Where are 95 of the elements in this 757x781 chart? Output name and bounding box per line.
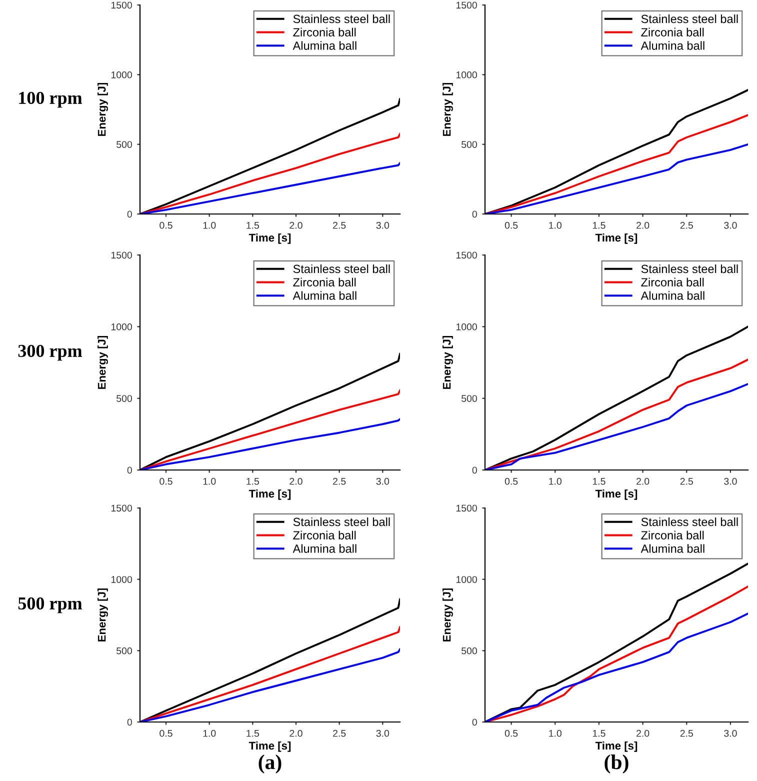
legend-label: Alumina ball (292, 544, 356, 553)
y-tick-label: 1500 (456, 2, 477, 9)
legend-label: Alumina ball (640, 41, 704, 50)
x-tick-label: 1.0 (203, 478, 216, 485)
x-axis-title: Time [s] (595, 489, 638, 500)
legend-label: Zirconia ball (641, 28, 704, 36)
text: 500 rpm (18, 597, 82, 614)
y-axis-title: Energy [J] (98, 82, 108, 136)
y-tick-label: 1000 (111, 71, 132, 78)
x-tick-label: 2.5 (333, 478, 346, 485)
legend-label: Stainless steel ball (293, 264, 390, 274)
y-axis-title: Energy [J] (442, 588, 453, 642)
y-axis-title: Energy [J] (98, 588, 108, 642)
x-tick-label: 3.0 (376, 730, 390, 737)
x-axis-title: Time [s] (248, 233, 291, 244)
x-tick-label: 1.5 (246, 478, 260, 485)
y-tick-label: 500 (116, 141, 132, 148)
x-axis-title: Time [s] (248, 489, 291, 500)
legend-label: Alumina ball (640, 544, 704, 553)
x-tick-label: 1.5 (592, 222, 606, 229)
x-tick-label: 1.0 (203, 222, 216, 229)
x-tick-label: 2.5 (333, 222, 346, 229)
x-tick-label: 1.5 (592, 478, 606, 485)
x-tick-label: 2.5 (680, 478, 693, 485)
x-tick-label: 3.0 (376, 478, 390, 485)
y-tick-label: 0 (472, 718, 477, 726)
y-tick-label: 1000 (111, 323, 132, 330)
legend-label: Zirconia ball (293, 278, 356, 286)
y-tick-label: 1000 (111, 576, 132, 583)
y-axis-title: Energy [J] (442, 82, 453, 136)
y-tick-label: 1500 (456, 252, 477, 259)
x-tick-label: 3.0 (724, 730, 737, 737)
y-tick-label: 1000 (456, 71, 477, 78)
x-tick-label: 1.0 (203, 730, 216, 737)
x-tick-label: 2.0 (636, 478, 650, 485)
y-tick-label: 500 (462, 395, 477, 402)
x-axis-title: Time [s] (595, 741, 638, 752)
x-tick-label: 2.0 (290, 478, 302, 485)
x-tick-label: 3.0 (376, 222, 390, 229)
y-tick-label: 0 (127, 718, 132, 726)
y-tick-label: 1500 (111, 2, 132, 9)
x-tick-label: 1.5 (246, 222, 260, 229)
legend-label: Stainless steel ball (641, 517, 738, 526)
x-tick-label: 0.5 (504, 478, 518, 485)
y-tick-label: 1500 (111, 252, 132, 259)
legend-label: Stainless steel ball (293, 517, 390, 526)
legend-label: Zirconia ball (641, 278, 704, 286)
y-tick-label: 0 (472, 466, 477, 474)
y-tick-label: 500 (116, 647, 132, 654)
x-tick-label: 2.0 (636, 222, 650, 229)
x-tick-label: 2.0 (290, 222, 302, 229)
text: 300 rpm (18, 344, 82, 361)
x-tick-label: 0.5 (504, 730, 518, 737)
legend-label: Zirconia ball (293, 28, 356, 36)
x-tick-label: 0.5 (160, 222, 172, 229)
x-tick-label: 2.5 (680, 222, 693, 229)
legend-label: Alumina ball (640, 291, 704, 300)
legend-label: Stainless steel ball (641, 14, 738, 24)
x-tick-label: 2.5 (680, 730, 693, 737)
text: (b) (604, 754, 628, 774)
y-axis-title: Energy [J] (98, 336, 108, 389)
y-tick-label: 1500 (456, 504, 477, 512)
y-tick-label: 0 (472, 210, 477, 218)
y-tick-label: 0 (127, 210, 132, 218)
x-tick-label: 1.5 (592, 730, 606, 737)
x-tick-label: 1.0 (549, 222, 562, 229)
y-tick-label: 500 (462, 141, 477, 148)
x-tick-label: 2.5 (333, 730, 346, 737)
legend-label: Zirconia ball (641, 530, 704, 540)
text: 100 rpm (19, 92, 82, 108)
y-axis-title: Energy [J] (442, 336, 453, 389)
text: (a) (258, 754, 282, 774)
x-tick-label: 1.5 (246, 730, 260, 737)
x-axis-title: Time [s] (595, 233, 638, 244)
x-tick-label: 1.0 (549, 730, 562, 737)
legend-label: Alumina ball (292, 291, 356, 300)
x-tick-label: 0.5 (160, 478, 172, 485)
x-tick-label: 2.0 (636, 730, 650, 737)
y-tick-label: 500 (116, 395, 132, 402)
x-tick-label: 1.0 (549, 478, 562, 485)
legend-label: Zirconia ball (293, 530, 356, 540)
y-tick-label: 1000 (456, 323, 477, 330)
x-tick-label: 3.0 (724, 478, 737, 485)
x-tick-label: 2.0 (290, 730, 302, 737)
y-tick-label: 1000 (456, 576, 477, 583)
legend-label: Stainless steel ball (641, 264, 738, 274)
x-axis-title: Time [s] (248, 741, 291, 752)
legend-label: Alumina ball (292, 41, 356, 50)
x-tick-label: 0.5 (504, 222, 518, 229)
y-tick-label: 1500 (111, 504, 132, 512)
legend-label: Stainless steel ball (293, 14, 390, 24)
y-tick-label: 0 (127, 466, 132, 474)
x-tick-label: 3.0 (724, 222, 737, 229)
y-tick-label: 500 (462, 647, 477, 654)
x-tick-label: 0.5 (160, 730, 172, 737)
